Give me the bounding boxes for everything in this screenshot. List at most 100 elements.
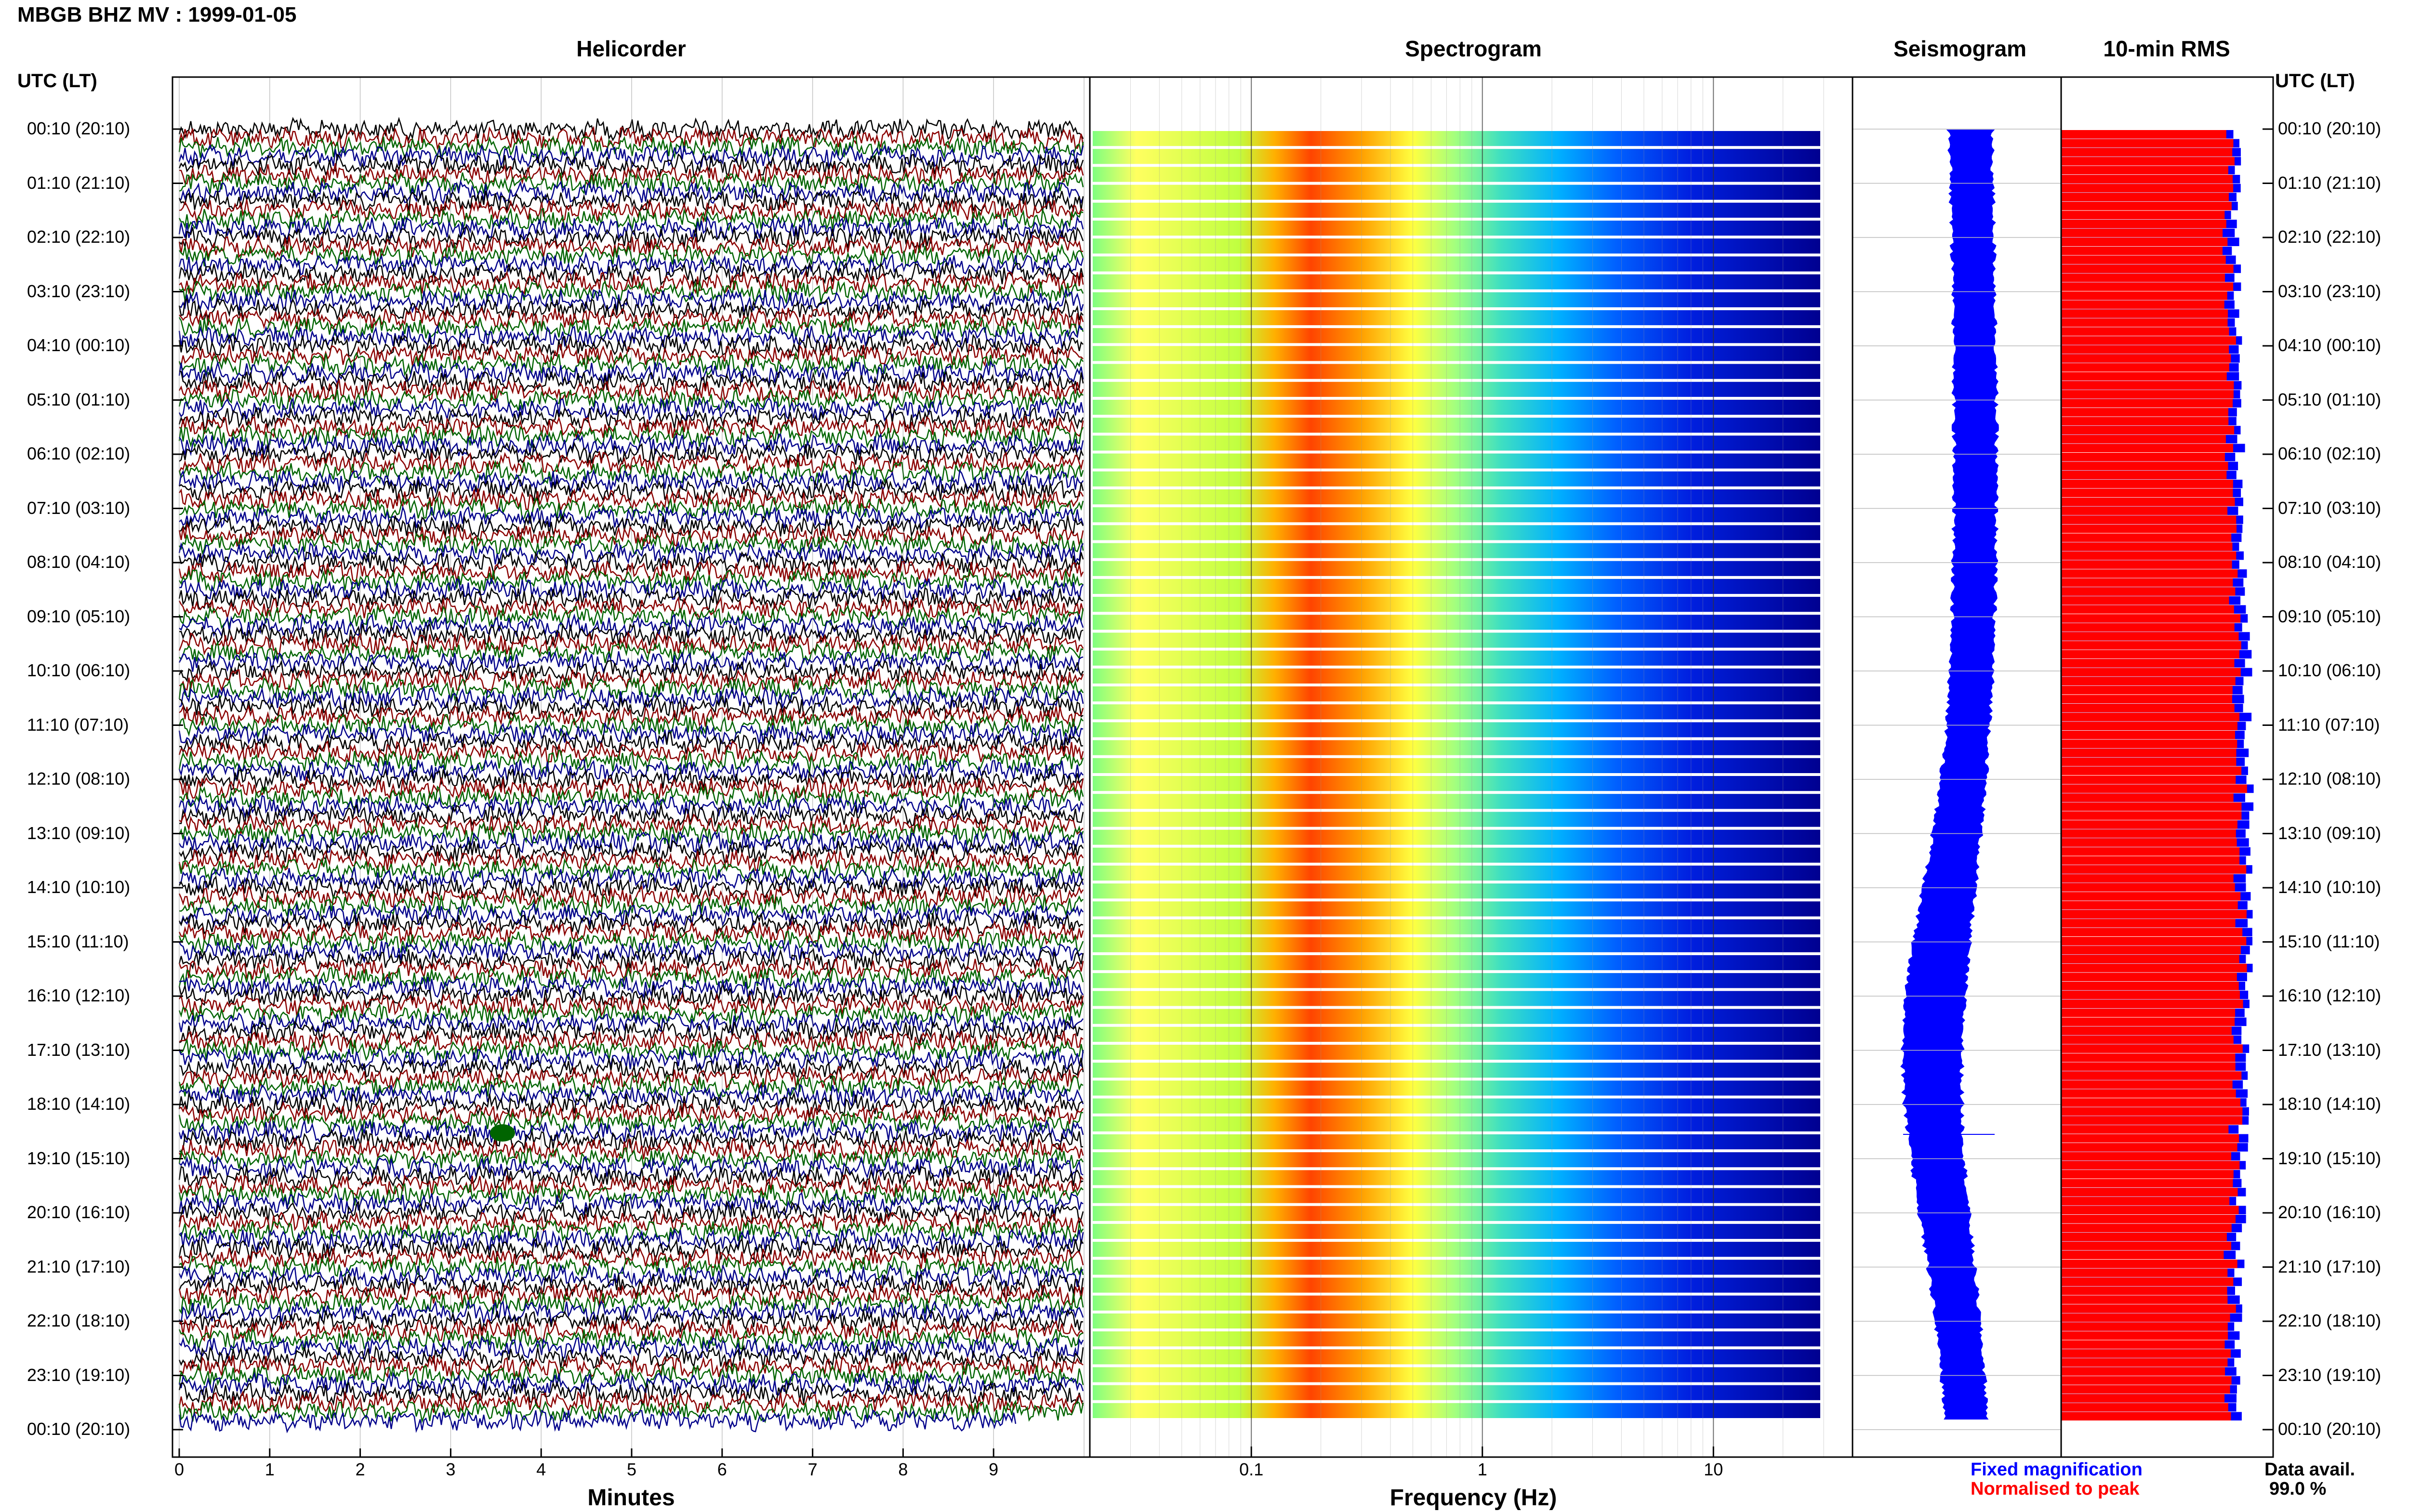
rms-bar-normalised [2061, 515, 2237, 524]
spectrogram-row [1093, 292, 1820, 307]
rms-bar-normalised [2061, 963, 2247, 973]
helicorder-row [178, 966, 1084, 990]
helicorder-event [490, 1124, 515, 1142]
rms-bar-normalised [2061, 1143, 2237, 1152]
helicorder-row [178, 523, 1084, 548]
helicorder-row [179, 975, 1084, 999]
rms-bar-normalised [2061, 695, 2232, 704]
rms-bar-normalised [2061, 1107, 2243, 1116]
rms-bar-normalised [2061, 264, 2234, 273]
rms-bar-normalised [2061, 650, 2239, 659]
helicorder-row [178, 242, 1084, 267]
helicorder-row [178, 649, 1084, 675]
rms-bar-normalised [2061, 1412, 2231, 1420]
rms-bar-normalised [2061, 587, 2236, 596]
rms-bar-normalised [2061, 1071, 2242, 1080]
helicorder-row [178, 360, 1084, 386]
rms-bar-normalised [2061, 166, 2228, 175]
time-label-left: 02:10 (22:10) [27, 227, 131, 247]
rms-bar-normalised [2061, 157, 2235, 166]
rms-bar-normalised [2061, 390, 2234, 399]
rms-bar-normalised [2061, 1250, 2224, 1259]
helicorder-row [178, 333, 1084, 359]
rms-bar-normalised [2061, 273, 2225, 282]
spectrogram-row [1093, 543, 1820, 558]
rms-bar-normalised [2061, 1161, 2240, 1170]
helicorder-row [178, 939, 1084, 964]
spectrogram-row [1093, 937, 1820, 952]
time-label-right: 08:10 (04:10) [2278, 552, 2382, 572]
utc-header-left: UTC (LT) [17, 70, 97, 92]
helicorder-row [178, 207, 1084, 232]
time-label-left: 12:10 (08:10) [27, 769, 131, 789]
rms-bar-normalised [2061, 434, 2226, 444]
spectrogram-row [1093, 1080, 1820, 1096]
helicorder-row [178, 135, 1084, 159]
rms-bar-normalised [2061, 1331, 2228, 1340]
rms-bar-normalised [2061, 1026, 2232, 1035]
rms-bar-normalised [2061, 990, 2240, 999]
spectrogram-row [1093, 1152, 1820, 1168]
rms-bar-normalised [2061, 461, 2228, 471]
helicorder-row [178, 1137, 1084, 1162]
time-label-left: 00:10 (20:10) [27, 1419, 131, 1439]
spectrogram-row [1093, 883, 1820, 899]
spectrogram-row [1093, 256, 1820, 272]
spectrogram-row [1093, 453, 1820, 469]
helicorder-row [178, 992, 1084, 1018]
rms-bar-normalised [2061, 148, 2233, 157]
rms-bar-normalised [2061, 793, 2234, 802]
rms-bar-normalised [2061, 596, 2229, 605]
rms-bar-normalised [2061, 1053, 2236, 1062]
rms-bar-normalised [2061, 1008, 2236, 1017]
spectrogram-row [1093, 1367, 1820, 1382]
spectrogram-row [1093, 1188, 1820, 1203]
page-title: MBGB BHZ MV : 1999-01-05 [17, 3, 297, 26]
spectrogram-tick-label: 1 [1477, 1459, 1487, 1479]
data-avail-label: Data avail. [2264, 1459, 2355, 1480]
helicorder-row [178, 433, 1084, 458]
helicorder-row [178, 587, 1084, 611]
helicorder-row [178, 1209, 1084, 1235]
helicorder-row [179, 270, 1084, 295]
time-label-left: 15:10 (11:10) [27, 931, 129, 951]
rms-bar-normalised [2061, 1340, 2225, 1349]
time-label-left: 05:10 (01:10) [27, 389, 131, 409]
spectrogram-row [1093, 328, 1820, 343]
helicorder-row [179, 179, 1084, 205]
rms-bar-normalised [2061, 730, 2235, 739]
helicorder-row [178, 1191, 1084, 1217]
rms-bar-normalised [2061, 1170, 2234, 1179]
time-label-left: 13:10 (09:10) [27, 823, 131, 843]
rms-bar-normalised [2061, 1044, 2243, 1053]
helicorder-tick-label: 9 [989, 1459, 999, 1479]
seismogram-trace [1853, 129, 2061, 1430]
helicorder-row [178, 486, 1084, 512]
spectrogram-row [1093, 776, 1820, 791]
rms-bar-normalised [2061, 578, 2233, 587]
rms-bar-normalised [2061, 982, 2239, 990]
time-label-right: 10:10 (06:10) [2278, 660, 2382, 680]
helicorder-row [179, 1318, 1084, 1342]
spectrogram-row [1093, 955, 1820, 971]
rms-bar-normalised [2061, 641, 2241, 650]
rms-bar-normalised [2061, 937, 2247, 946]
helicorder-row [179, 1020, 1083, 1045]
rms-bar-normalised [2061, 1277, 2234, 1286]
helicorder-row [178, 1409, 1017, 1433]
rms-bar-normalised [2061, 444, 2233, 452]
spectrogram-row [1093, 489, 1820, 505]
spectrogram-row [1093, 1026, 1820, 1042]
time-label-left: 04:10 (00:10) [27, 335, 131, 355]
time-label-left: 20:10 (16:10) [27, 1202, 131, 1222]
rms-bar-normalised [2061, 1017, 2235, 1026]
rms-bar-normalised [2061, 1152, 2231, 1161]
spectrogram-row [1093, 1223, 1820, 1239]
time-label-right: 05:10 (01:10) [2278, 389, 2382, 409]
rms-bar-normalised [2061, 1394, 2224, 1403]
spectrogram-row [1093, 1009, 1820, 1024]
helicorder-row [179, 785, 1084, 810]
rms-bar-normalised [2061, 677, 2236, 685]
rms-bar-normalised [2061, 1385, 2230, 1394]
